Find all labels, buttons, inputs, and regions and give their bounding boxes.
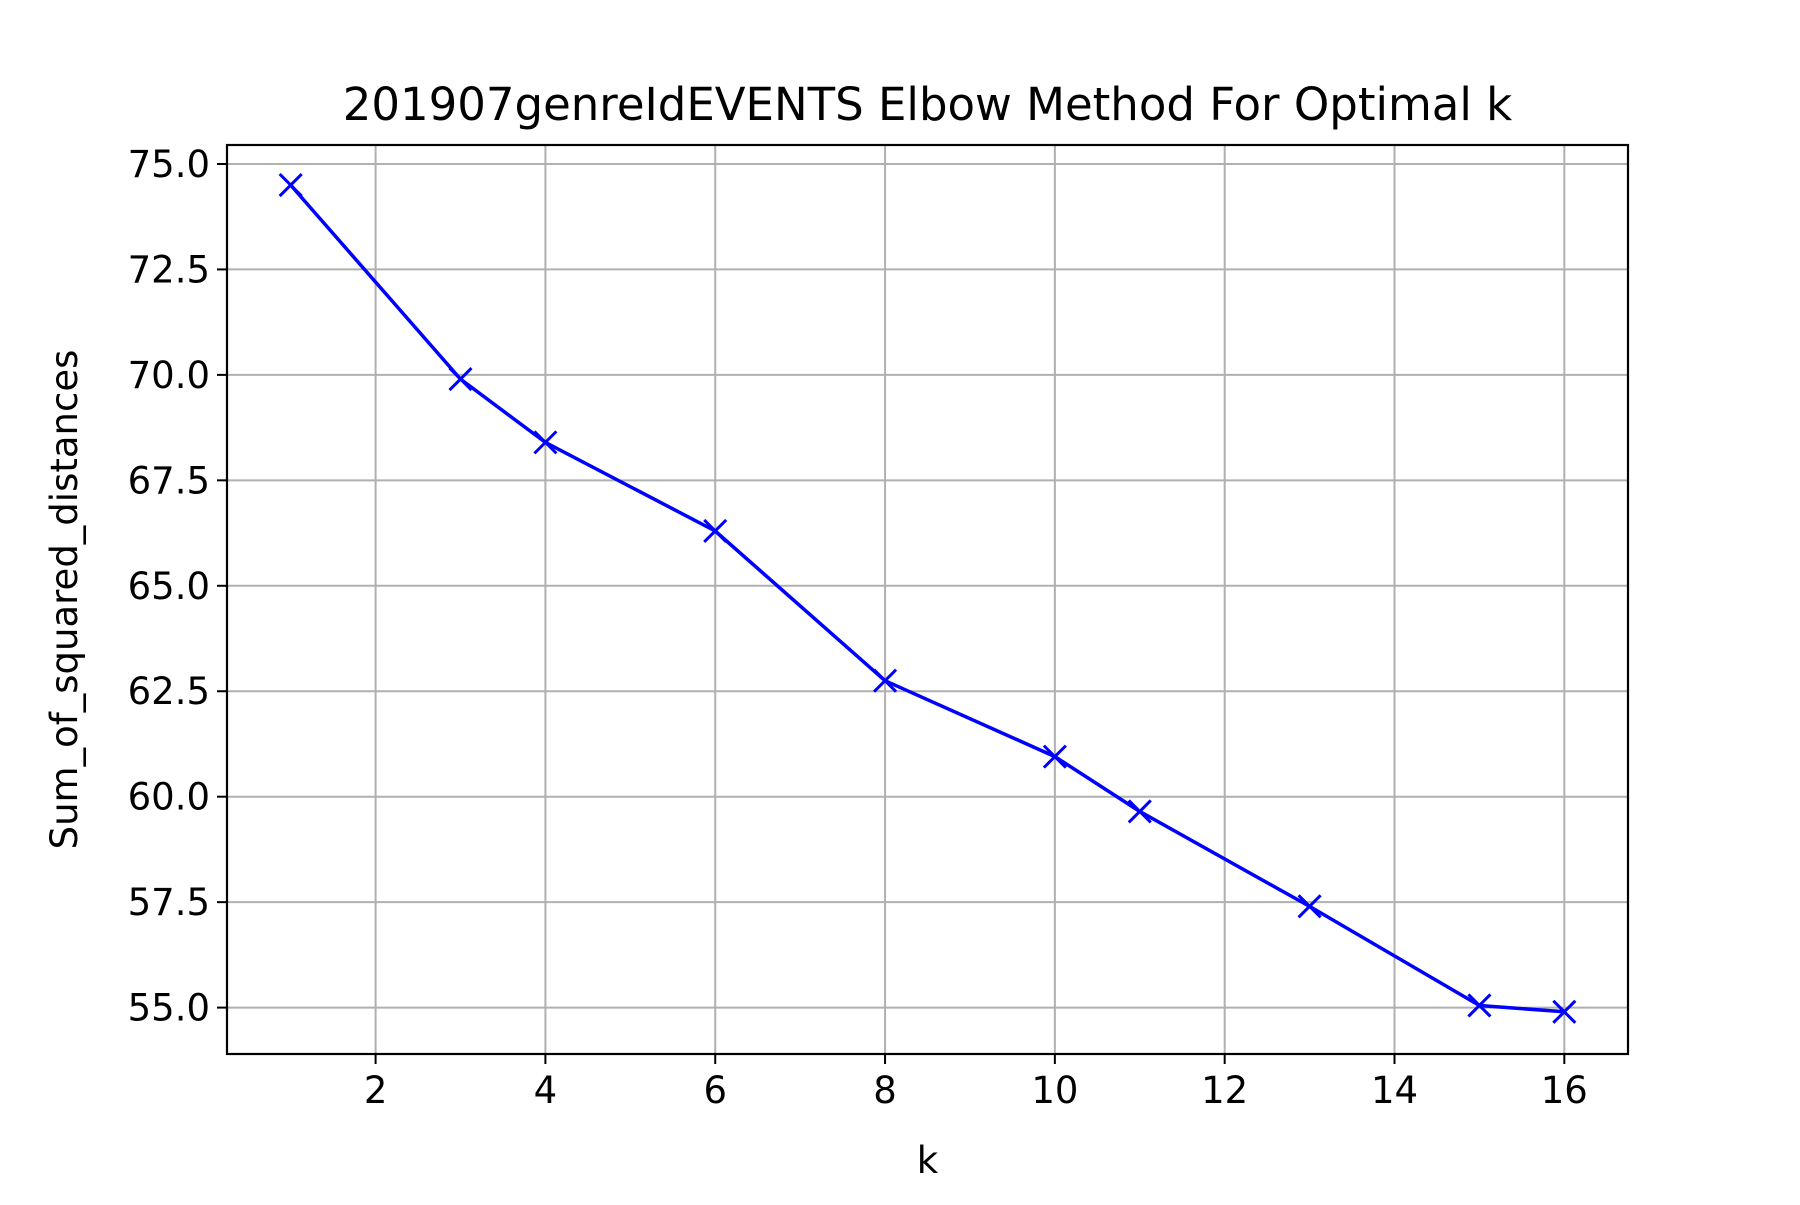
x-tick-label: 8 xyxy=(873,1069,897,1112)
data-point-marker xyxy=(1297,894,1322,919)
y-tick-label: 70.0 xyxy=(128,354,210,397)
x-tick-label: 6 xyxy=(703,1069,727,1112)
series-line xyxy=(289,183,1565,1014)
y-tick-label: 72.5 xyxy=(128,248,210,291)
grid-layer xyxy=(227,145,1628,1054)
x-tick-label: 16 xyxy=(1541,1069,1588,1112)
x-tick-label: 14 xyxy=(1371,1069,1418,1112)
y-axis-title: Sum_of_squared_distances xyxy=(43,350,86,850)
y-tick-label: 65.0 xyxy=(128,565,210,608)
data-point-marker xyxy=(1552,999,1577,1024)
data-point-marker xyxy=(533,430,558,455)
y-tick-label: 55.0 xyxy=(128,987,210,1030)
y-tick-label: 67.5 xyxy=(128,459,210,502)
data-point-marker xyxy=(1042,744,1067,769)
y-tick-label: 57.5 xyxy=(128,881,210,924)
x-tick-label: 4 xyxy=(534,1069,558,1112)
data-point-marker xyxy=(278,173,303,198)
x-tick-label: 12 xyxy=(1201,1069,1248,1112)
y-tick-label: 60.0 xyxy=(128,776,210,819)
x-tick-label: 10 xyxy=(1031,1069,1078,1112)
data-point-marker xyxy=(1127,799,1152,824)
x-tick-label: 2 xyxy=(364,1069,388,1112)
y-tick-label: 75.0 xyxy=(128,143,210,186)
data-point-marker xyxy=(703,518,728,544)
data-point-marker xyxy=(1467,993,1492,1018)
plot-frame xyxy=(225,143,1630,1056)
series-layer xyxy=(278,173,1577,1024)
data-point-marker xyxy=(448,367,473,392)
chart-title: 201907genreIdEVENTS Elbow Method For Opt… xyxy=(343,78,1513,131)
data-point-marker xyxy=(872,668,898,693)
y-tick-label: 62.5 xyxy=(128,670,210,713)
tick-layer: 2 4 6 8 10 12 14 16 55.0 57.5 60.0 62.5 65.0 67.5 70.0… xyxy=(128,143,1588,1112)
x-axis-title: k xyxy=(917,1139,939,1182)
